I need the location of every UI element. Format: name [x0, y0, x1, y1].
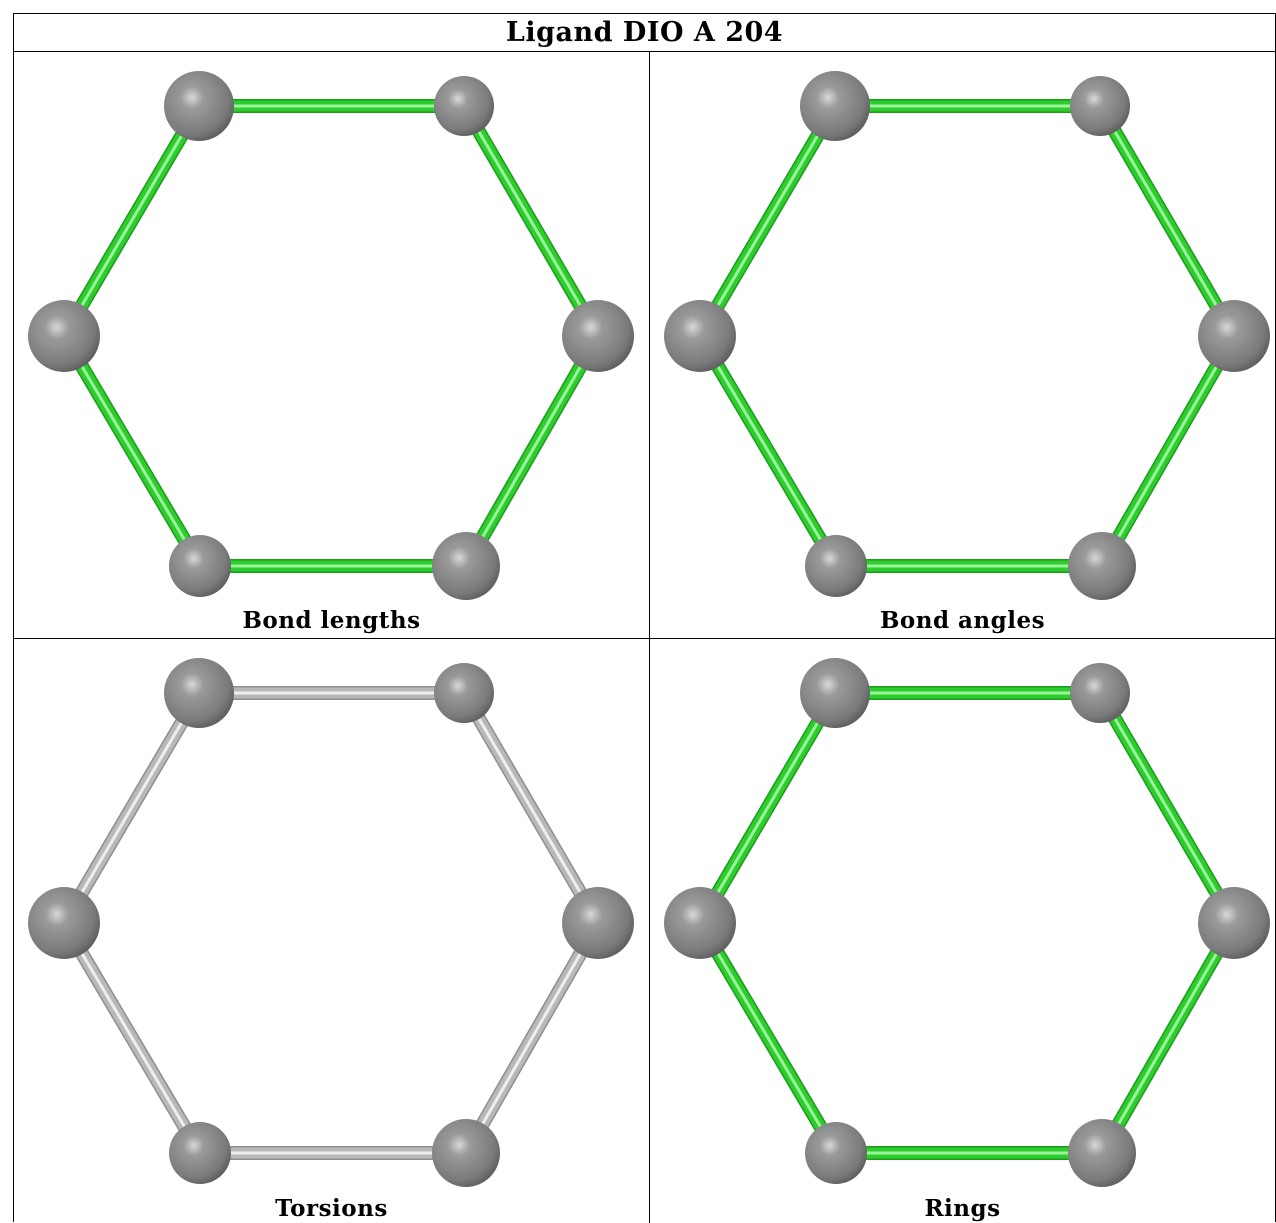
bond	[57, 689, 206, 927]
panel-label-torsions: Torsions	[275, 1195, 388, 1222]
panel-bond-angles: Bond angles	[650, 52, 1275, 638]
panel-label-bond-angles: Bond angles	[879, 607, 1046, 634]
atom	[169, 535, 231, 597]
atom	[800, 658, 870, 728]
atom	[664, 300, 736, 372]
bond	[459, 919, 605, 1157]
panel-bond-lengths: Bond lengths	[14, 52, 649, 638]
atom	[1070, 663, 1130, 723]
atom	[432, 532, 500, 600]
molecule-torsions	[28, 658, 634, 1187]
bond	[1095, 332, 1241, 570]
molecule-rings	[664, 658, 1270, 1187]
table-title: Ligand DIO A 204	[14, 14, 1275, 52]
bond	[459, 332, 605, 570]
row-divider	[14, 638, 1275, 639]
bond	[1093, 689, 1241, 927]
atom	[1070, 76, 1130, 136]
panel-torsions: Torsions	[14, 639, 649, 1223]
atom	[28, 887, 100, 959]
atom	[805, 1122, 867, 1184]
atom	[664, 887, 736, 959]
atom	[805, 535, 867, 597]
bond	[693, 332, 843, 570]
column-divider	[649, 52, 650, 1223]
atom	[434, 663, 494, 723]
bond	[457, 102, 605, 340]
bond	[1095, 919, 1241, 1157]
atom	[562, 887, 634, 959]
bond	[693, 102, 842, 340]
atom	[1068, 532, 1136, 600]
bond	[693, 689, 842, 927]
molecule-bond-lengths	[28, 71, 634, 600]
bond	[57, 919, 207, 1157]
bond	[57, 332, 207, 570]
atom	[164, 71, 234, 141]
bond	[457, 689, 605, 927]
panel-label-bond-lengths: Bond lengths	[242, 607, 421, 634]
atom	[800, 71, 870, 141]
atom	[1198, 887, 1270, 959]
atom	[169, 1122, 231, 1184]
panel-label-rings: Rings	[924, 1195, 1001, 1222]
atom	[28, 300, 100, 372]
atom	[164, 658, 234, 728]
atom	[434, 76, 494, 136]
bond	[1093, 102, 1241, 340]
atom	[432, 1119, 500, 1187]
panel-rings: Rings	[650, 639, 1275, 1223]
atom	[562, 300, 634, 372]
atom	[1198, 300, 1270, 372]
ligand-table: Ligand DIO A 204 Bond lengths Bond angle…	[13, 13, 1276, 1223]
bond	[693, 919, 843, 1157]
bond	[57, 102, 206, 340]
atom	[1068, 1119, 1136, 1187]
molecule-bond-angles	[664, 71, 1270, 600]
